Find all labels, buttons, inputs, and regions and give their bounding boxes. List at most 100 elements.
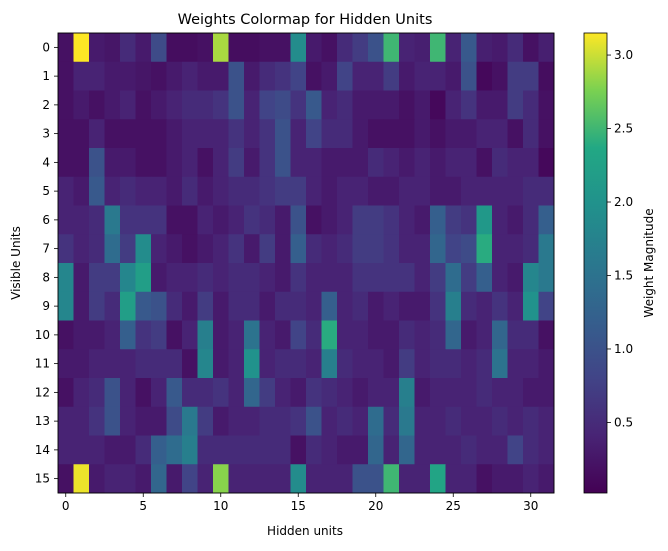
heatmap-cell (507, 320, 524, 350)
heatmap-cell (228, 464, 245, 494)
heatmap-cell (135, 435, 152, 465)
heatmap-cell (414, 176, 431, 206)
heatmap-cell (383, 61, 400, 91)
heatmap-cell (368, 349, 384, 379)
y-axis-label: Visible Units (9, 226, 23, 300)
heatmap-cell (507, 119, 524, 149)
heatmap-cell (166, 464, 183, 494)
heatmap-cell (244, 291, 260, 321)
heatmap-cell (120, 263, 136, 293)
heatmap-cell (275, 33, 291, 63)
heatmap-cell (213, 119, 229, 149)
heatmap-cell (197, 148, 214, 178)
heatmap-cell (476, 464, 493, 494)
heatmap-cell (135, 320, 152, 350)
heatmap-cell (182, 378, 198, 408)
heatmap-cell (58, 61, 74, 91)
heatmap-cell (275, 263, 291, 293)
heatmap-cell (151, 90, 167, 120)
heatmap-cell (430, 234, 446, 264)
x-tick-label: 5 (139, 499, 147, 513)
heatmap-cell (228, 205, 245, 235)
heatmap-cell (461, 176, 477, 206)
heatmap-cell (383, 320, 400, 350)
heatmap-cell (275, 176, 291, 206)
heatmap-cell (73, 176, 90, 206)
heatmap-cell (430, 435, 446, 465)
heatmap-cell (89, 435, 105, 465)
heatmap-cell (89, 464, 105, 494)
heatmap-cell (445, 435, 462, 465)
chart-title: Weights Colormap for Hidden Units (178, 12, 433, 28)
heatmap-cell (58, 320, 74, 350)
colorbar-ticks: 0.5 1.0 1.5 2.0 2.5 3.0 (607, 48, 633, 429)
heatmap-cell (461, 435, 477, 465)
heatmap-cell (120, 406, 136, 436)
heatmap-cell (228, 61, 245, 91)
heatmap-cell (321, 320, 338, 350)
heatmap-cell (337, 263, 353, 293)
heatmap-cell (104, 205, 121, 235)
heatmap-cell (151, 148, 167, 178)
heatmap-cell (197, 263, 214, 293)
heatmap-cell (58, 33, 74, 63)
heatmap-cell (492, 320, 508, 350)
heatmap-cell (58, 148, 74, 178)
heatmap-cell (244, 119, 260, 149)
heatmap-cell (399, 61, 415, 91)
heatmap-cell (492, 435, 508, 465)
heatmap-cell (414, 291, 431, 321)
heatmap-cell (228, 291, 245, 321)
heatmap-cell (507, 435, 524, 465)
x-tick-label: 20 (368, 499, 383, 513)
heatmap-cell (507, 33, 524, 63)
heatmap-cell (368, 320, 384, 350)
heatmap-cell (135, 33, 152, 63)
heatmap-cell (120, 33, 136, 63)
heatmap-cell (151, 349, 167, 379)
heatmap-cell (399, 263, 415, 293)
heatmap-cell (259, 291, 276, 321)
heatmap-cell (461, 61, 477, 91)
heatmap-cell (368, 205, 384, 235)
heatmap-cell (275, 148, 291, 178)
colorbar-tick-label: 1.0 (614, 342, 633, 356)
heatmap-cell (492, 406, 508, 436)
heatmap-cell (135, 148, 152, 178)
heatmap-cell (337, 33, 353, 63)
heatmap-cell (166, 90, 183, 120)
heatmap-cell (399, 176, 415, 206)
heatmap-cell (228, 119, 245, 149)
heatmap-cell (259, 148, 276, 178)
heatmap-cell (538, 33, 555, 63)
heatmap-cell (383, 119, 400, 149)
heatmap-cell (213, 205, 229, 235)
heatmap-cell (414, 90, 431, 120)
x-tick-label: 30 (523, 499, 538, 513)
heatmap-cell (166, 234, 183, 264)
heatmap-cell (89, 176, 105, 206)
heatmap-cell (275, 406, 291, 436)
heatmap-cell (399, 464, 415, 494)
heatmap-cell (445, 320, 462, 350)
heatmap-cell (228, 176, 245, 206)
heatmap-cell (306, 119, 322, 149)
heatmap-cell (275, 435, 291, 465)
heatmap-cell (399, 349, 415, 379)
heatmap-cell (523, 33, 539, 63)
heatmap-cell (166, 406, 183, 436)
heatmap-cell (120, 148, 136, 178)
heatmap-cell (228, 406, 245, 436)
heatmap-cell (383, 90, 400, 120)
heatmap-cell (476, 148, 493, 178)
heatmap-cell (182, 234, 198, 264)
heatmap-cell (352, 378, 369, 408)
heatmap-cell (244, 148, 260, 178)
heatmap-cell (538, 176, 555, 206)
heatmap-cell (166, 61, 183, 91)
heatmap-cell (275, 464, 291, 494)
heatmap-cell (430, 148, 446, 178)
heatmap-cell (306, 176, 322, 206)
heatmap-cell (104, 263, 121, 293)
